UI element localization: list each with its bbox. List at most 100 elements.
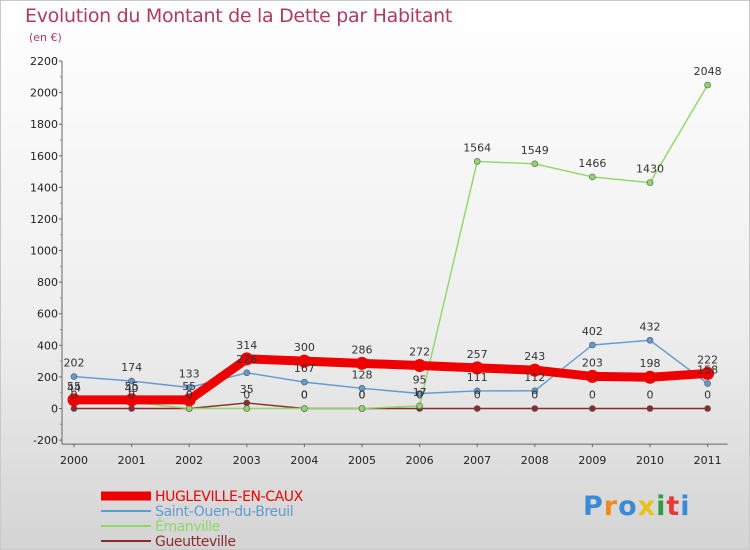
x-tick-label: 2010	[636, 454, 664, 467]
data-point	[240, 352, 254, 366]
y-tick-label: 600	[37, 308, 58, 321]
data-label: 257	[467, 348, 488, 361]
data-point	[643, 370, 657, 384]
x-tick-label: 2006	[406, 454, 434, 467]
data-label: 222	[697, 353, 718, 366]
data-label: 1430	[636, 163, 664, 176]
legend-label: Saint-Ouen-du-Breuil	[155, 504, 293, 520]
data-point	[704, 81, 711, 89]
data-point	[646, 179, 654, 186]
data-point	[413, 359, 427, 373]
data-label: 0	[301, 389, 308, 402]
data-label: 0	[704, 389, 711, 402]
x-tick-label: 2007	[463, 454, 491, 467]
logo-letter: x	[637, 491, 657, 522]
data-point	[125, 393, 139, 407]
x-tick-label: 2009	[578, 454, 606, 467]
data-point	[416, 402, 423, 410]
data-label: 44	[67, 382, 81, 395]
data-label: 128	[352, 368, 373, 381]
data-point	[358, 384, 366, 392]
x-tick-label: 2001	[118, 454, 146, 467]
data-label: 272	[409, 346, 430, 359]
logo-letter: o	[618, 491, 638, 522]
data-label: 432	[640, 320, 661, 333]
data-label: 112	[524, 371, 545, 384]
data-point	[531, 405, 539, 412]
data-point	[470, 361, 484, 375]
logo-letter: t	[666, 491, 681, 522]
data-label: 0	[589, 389, 596, 402]
data-point	[531, 387, 539, 395]
data-label: 202	[64, 357, 85, 370]
data-point	[185, 384, 193, 391]
data-point	[646, 336, 654, 344]
series-line-2	[73, 84, 709, 410]
data-label: 243	[524, 350, 545, 363]
legend-label: Gueutteville	[155, 534, 236, 549]
data-label: 2048	[694, 65, 722, 78]
data-label: 198	[640, 357, 661, 370]
data-label: 40	[125, 382, 139, 395]
data-label: 0	[416, 389, 423, 402]
data-label: 158	[697, 364, 718, 377]
data-point	[701, 366, 715, 380]
series-line-3	[73, 402, 709, 410]
data-point	[243, 405, 251, 412]
proxiti-logo: Proxiti	[583, 491, 691, 522]
data-label: 1466	[578, 157, 606, 170]
x-tick-label: 2000	[60, 454, 88, 467]
data-label: 0	[474, 389, 481, 402]
y-tick-label: 400	[37, 339, 58, 352]
data-label: 0	[531, 389, 538, 402]
data-point	[473, 158, 481, 165]
x-tick-label: 2011	[694, 454, 722, 467]
data-label: 203	[582, 356, 603, 369]
y-tick-label: 1000	[30, 245, 58, 258]
data-label: 1564	[463, 141, 491, 154]
data-point	[589, 341, 596, 349]
data-point	[704, 380, 711, 387]
data-point	[182, 393, 196, 407]
x-tick-label: 2002	[175, 454, 203, 467]
data-point	[128, 405, 135, 412]
data-point	[243, 369, 251, 377]
data-label: 300	[294, 341, 315, 354]
logo-letter: i	[680, 491, 691, 522]
data-label: 0	[243, 389, 250, 402]
y-tick-label: 2000	[30, 87, 58, 100]
data-label: 55	[67, 380, 81, 393]
data-point	[589, 405, 596, 412]
legend-label: HUGLEVILLE-EN-CAUX	[155, 489, 304, 505]
x-tick-label: 2008	[521, 454, 549, 467]
data-point	[646, 405, 654, 412]
data-label: 286	[352, 343, 373, 356]
y-tick-label: 800	[37, 276, 58, 289]
data-label: 0	[128, 389, 135, 402]
logo-letter: i	[656, 491, 667, 522]
series-line-1	[73, 339, 709, 395]
data-point	[416, 390, 423, 397]
y-tick-label: -200	[33, 434, 58, 447]
data-label: 55	[125, 380, 139, 393]
data-point	[355, 356, 369, 370]
data-label: 0	[359, 389, 366, 402]
y-tick-label: 1200	[30, 213, 58, 226]
data-label: 95	[413, 373, 427, 386]
data-label: 167	[294, 362, 315, 375]
y-tick-label: 1600	[30, 150, 58, 163]
series-line-0	[69, 354, 713, 405]
data-point	[301, 405, 308, 412]
data-point	[70, 405, 78, 412]
data-label: 0	[647, 389, 654, 402]
data-label: 226	[236, 353, 257, 366]
data-point	[531, 160, 539, 168]
data-point	[67, 393, 81, 407]
data-label: 1549	[521, 144, 549, 157]
y-tick-label: 1400	[30, 181, 58, 194]
data-point	[185, 405, 193, 412]
data-label: 55	[182, 380, 196, 393]
data-label: 0	[301, 389, 308, 402]
